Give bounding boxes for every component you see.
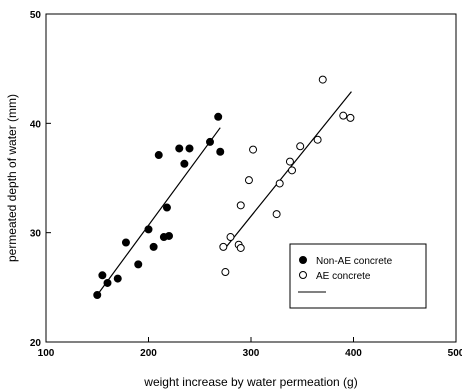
point-ae <box>244 176 253 185</box>
legend-label-ae: AE concrete <box>316 271 371 282</box>
point-ae <box>288 166 296 175</box>
point-non-ae <box>214 112 223 121</box>
y-axis-ticks: 20 30 40 50 <box>30 10 51 349</box>
point-non-ae <box>98 271 107 280</box>
y-tick-label: 40 <box>30 119 42 130</box>
point-ae <box>313 135 322 144</box>
x-tick-label: 200 <box>140 348 157 359</box>
point-non-ae <box>206 137 214 146</box>
point-ae <box>339 111 348 120</box>
point-ae <box>221 268 230 277</box>
fit-line-series-0 <box>96 127 221 296</box>
point-non-ae <box>180 159 189 168</box>
point-ae <box>226 233 235 242</box>
legend-label-non-ae: Non-AE concrete <box>316 256 393 267</box>
x-tick-label: 100 <box>38 348 55 359</box>
point-non-ae <box>162 203 171 212</box>
point-non-ae <box>121 238 130 247</box>
point-non-ae <box>144 225 153 234</box>
point-ae <box>219 242 228 251</box>
y-axis-title: permeated depth of water (mm) <box>5 94 19 262</box>
point-non-ae <box>185 144 194 153</box>
x-axis-ticks: 100 200 300 400 500 <box>38 337 462 359</box>
point-non-ae <box>216 147 225 156</box>
legend-marker-non-ae <box>299 256 307 264</box>
x-tick-label: 500 <box>448 348 462 359</box>
point-non-ae <box>134 260 143 269</box>
data-points <box>93 75 355 299</box>
point-ae <box>275 179 284 188</box>
point-ae <box>236 201 245 210</box>
point-ae <box>249 145 258 154</box>
point-ae <box>236 243 245 252</box>
y-tick-label: 50 <box>30 10 42 21</box>
point-non-ae <box>103 278 112 287</box>
point-ae <box>285 157 294 166</box>
x-axis-title: weight increase by water permeation (g) <box>143 375 357 389</box>
point-ae <box>318 75 327 84</box>
point-non-ae <box>149 242 158 251</box>
point-non-ae <box>93 290 102 299</box>
point-ae <box>296 142 305 151</box>
point-non-ae <box>113 274 122 283</box>
legend-box <box>289 243 427 309</box>
x-tick-label: 400 <box>345 348 362 359</box>
legend: Non-AE concrete AE concrete <box>289 243 427 309</box>
point-non-ae <box>175 144 184 153</box>
point-non-ae <box>154 151 163 160</box>
y-tick-label: 30 <box>30 229 42 240</box>
x-tick-label: 300 <box>243 348 260 359</box>
point-ae <box>272 210 281 219</box>
point-non-ae <box>165 231 173 240</box>
legend-marker-ae <box>299 271 307 279</box>
y-tick-label: 20 <box>30 338 42 349</box>
point-ae <box>346 113 355 122</box>
